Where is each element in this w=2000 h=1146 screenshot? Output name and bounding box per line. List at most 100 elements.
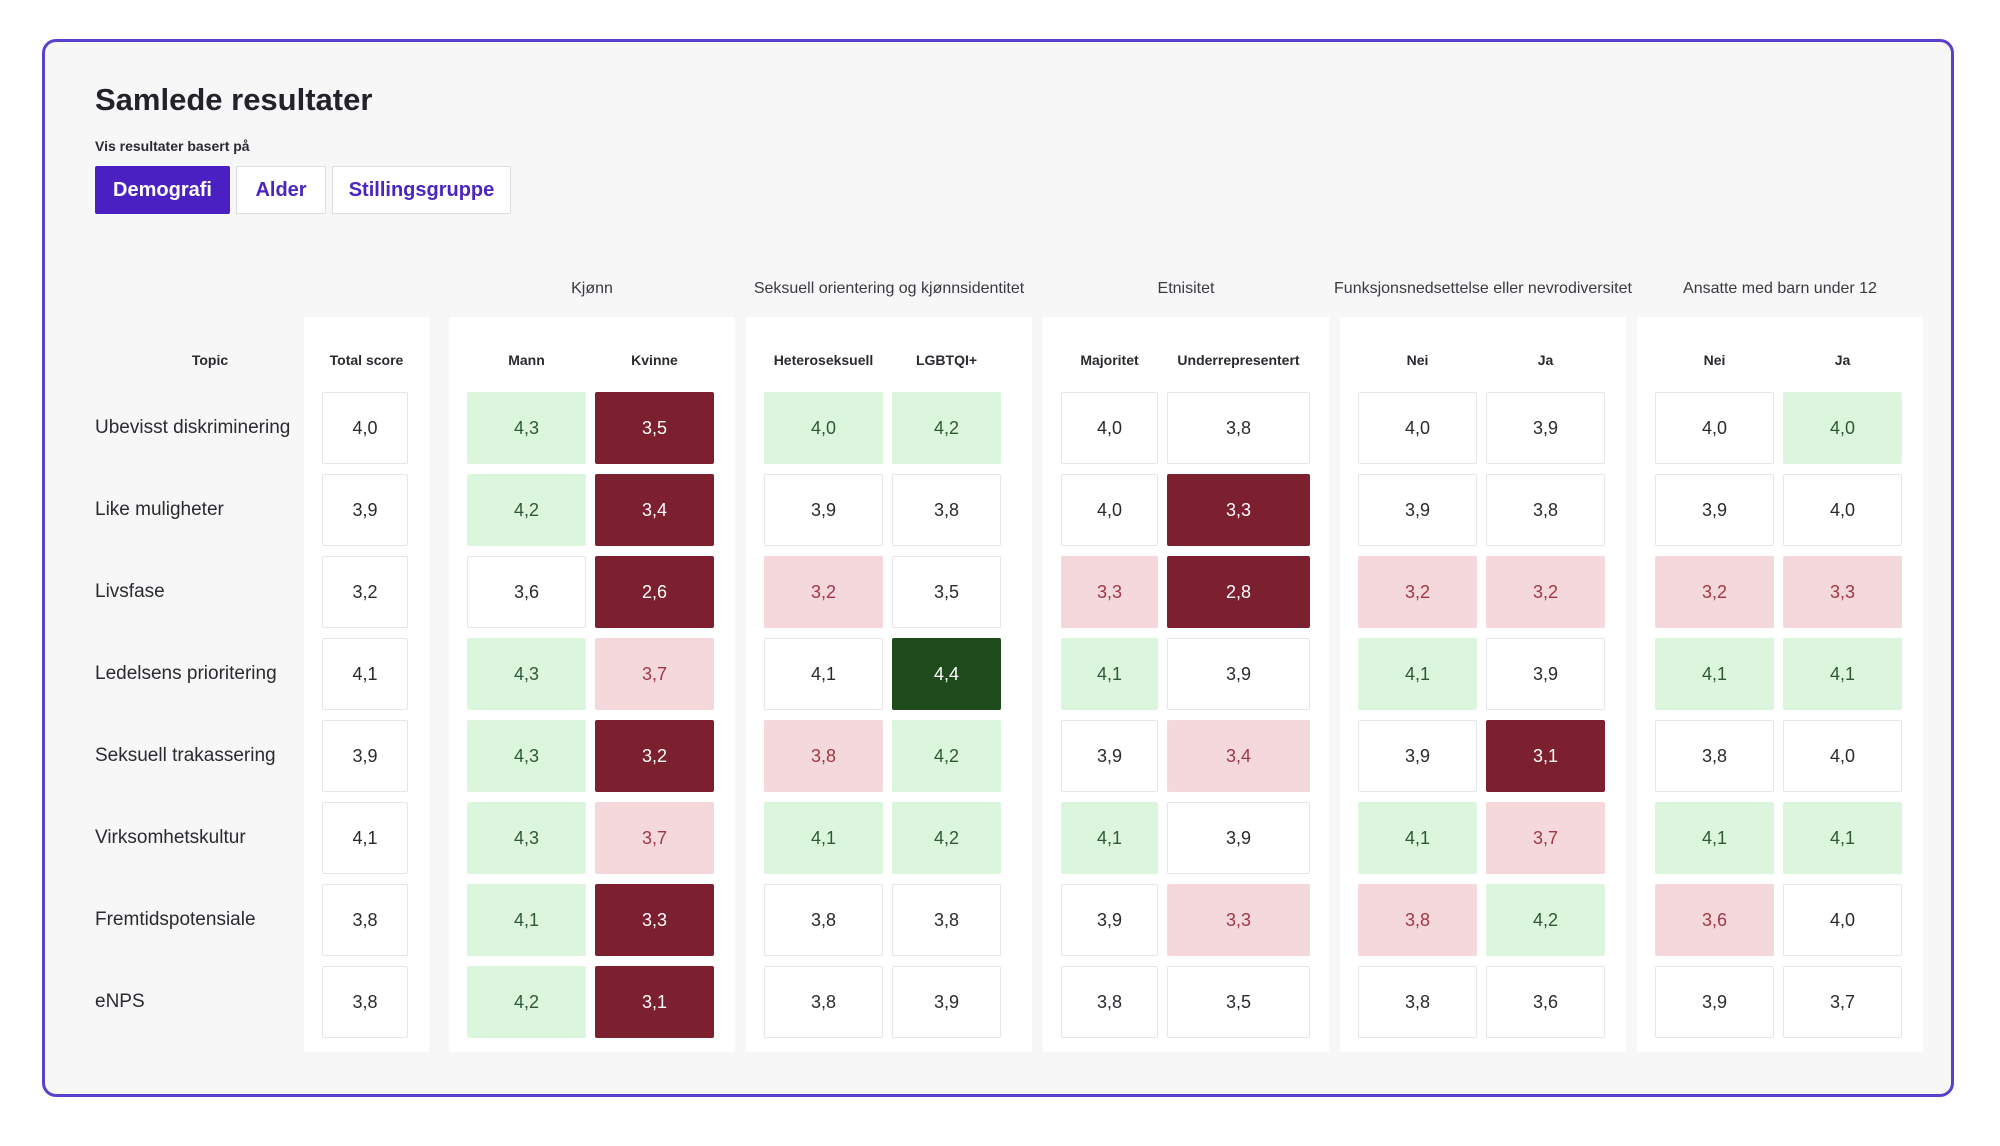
score-cell: 3,1 — [1486, 720, 1605, 792]
score-cell: 3,8 — [892, 884, 1001, 956]
score-cell: 3,3 — [1061, 556, 1158, 628]
score-cell: 3,1 — [595, 966, 714, 1038]
topic-label: Ubevisst diskriminering — [95, 417, 291, 438]
group-title: Etnisitet — [1157, 280, 1215, 297]
column-header: Underrepresentert — [1177, 352, 1300, 368]
score-cell: 4,3 — [467, 802, 586, 874]
total-score-cell: 3,8 — [322, 884, 408, 956]
score-cell: 3,5 — [892, 556, 1001, 628]
score-cell: 3,2 — [764, 556, 883, 628]
score-cell: 4,0 — [1783, 474, 1902, 546]
topic-label: Seksuell trakassering — [95, 745, 276, 766]
score-cell: 4,0 — [1358, 392, 1477, 464]
total-score-header: Total score — [329, 352, 404, 368]
score-cell: 4,4 — [892, 638, 1001, 710]
total-score-cell: 4,0 — [322, 392, 408, 464]
score-cell: 3,8 — [892, 474, 1001, 546]
score-cell: 2,6 — [595, 556, 714, 628]
score-cell: 3,6 — [1655, 884, 1774, 956]
score-cell: 4,3 — [467, 392, 586, 464]
score-cell: 3,9 — [1655, 966, 1774, 1038]
column-header: Kvinne — [631, 352, 678, 368]
score-cell: 3,9 — [1486, 392, 1605, 464]
score-cell: 3,5 — [1167, 966, 1310, 1038]
score-cell: 3,9 — [892, 966, 1001, 1038]
topic-label: Virksomhetskultur — [95, 827, 246, 848]
score-cell: 3,8 — [1358, 966, 1477, 1038]
score-cell: 3,2 — [1655, 556, 1774, 628]
topic-label: Ledelsens prioritering — [95, 663, 277, 684]
total-score-cell: 3,9 — [322, 474, 408, 546]
score-cell: 4,1 — [467, 884, 586, 956]
topic-label: Fremtidspotensiale — [95, 909, 256, 930]
score-cell: 4,1 — [1655, 802, 1774, 874]
score-cell: 4,0 — [1655, 392, 1774, 464]
tab-demografi[interactable]: Demografi — [95, 166, 230, 214]
score-cell: 4,0 — [1061, 474, 1158, 546]
filter-label: Vis resultater basert på — [95, 138, 250, 154]
score-cell: 4,3 — [467, 638, 586, 710]
group-title: Seksuell orientering og kjønnsidentitet — [753, 280, 1025, 297]
score-cell: 3,9 — [1167, 802, 1310, 874]
score-cell: 3,9 — [1486, 638, 1605, 710]
score-cell: 4,2 — [892, 720, 1001, 792]
column-header: Mann — [508, 352, 545, 368]
score-cell: 3,3 — [1167, 884, 1310, 956]
score-cell: 3,9 — [1358, 720, 1477, 792]
score-cell: 3,9 — [1655, 474, 1774, 546]
score-cell: 3,5 — [595, 392, 714, 464]
score-cell: 4,1 — [1783, 802, 1902, 874]
total-score-cell: 3,9 — [322, 720, 408, 792]
total-score-cell: 3,8 — [322, 966, 408, 1038]
score-cell: 3,8 — [1486, 474, 1605, 546]
total-score-cell: 4,1 — [322, 802, 408, 874]
score-cell: 3,9 — [1167, 638, 1310, 710]
score-cell: 3,2 — [1358, 556, 1477, 628]
score-cell: 4,1 — [1358, 802, 1477, 874]
topic-label: eNPS — [95, 991, 145, 1012]
score-cell: 4,2 — [467, 966, 586, 1038]
score-cell: 4,1 — [764, 638, 883, 710]
score-cell: 3,4 — [1167, 720, 1310, 792]
score-cell: 3,4 — [595, 474, 714, 546]
page-title: Samlede resultater — [95, 82, 373, 117]
column-header: Ja — [1537, 352, 1554, 368]
column-header: Nei — [1406, 352, 1429, 368]
topic-label: Livsfase — [95, 581, 165, 602]
score-cell: 4,1 — [1061, 638, 1158, 710]
score-cell: 4,2 — [1486, 884, 1605, 956]
score-cell: 4,2 — [892, 392, 1001, 464]
score-cell: 3,8 — [1167, 392, 1310, 464]
score-cell: 4,3 — [467, 720, 586, 792]
filter-tabs: Demografi Alder Stillingsgruppe — [95, 166, 517, 214]
score-cell: 3,9 — [1061, 720, 1158, 792]
score-cell: 4,1 — [1061, 802, 1158, 874]
results-card: Samlede resultater Vis resultater basert… — [42, 39, 1954, 1097]
score-cell: 3,8 — [1655, 720, 1774, 792]
tab-alder[interactable]: Alder — [236, 166, 326, 214]
score-cell: 4,0 — [1783, 884, 1902, 956]
score-cell: 3,2 — [1486, 556, 1605, 628]
score-cell: 3,3 — [1783, 556, 1902, 628]
score-cell: 3,8 — [764, 884, 883, 956]
score-cell: 3,6 — [467, 556, 586, 628]
column-header: Heteroseksuell — [773, 352, 874, 368]
score-cell: 3,8 — [764, 720, 883, 792]
score-cell: 3,7 — [1486, 802, 1605, 874]
score-cell: 3,8 — [1358, 884, 1477, 956]
score-cell: 4,2 — [467, 474, 586, 546]
score-cell: 3,8 — [764, 966, 883, 1038]
column-header: Ja — [1834, 352, 1851, 368]
score-cell: 4,1 — [764, 802, 883, 874]
score-cell: 3,3 — [595, 884, 714, 956]
score-cell: 4,1 — [1783, 638, 1902, 710]
tab-stillingsgruppe[interactable]: Stillingsgruppe — [332, 166, 511, 214]
score-cell: 3,8 — [1061, 966, 1158, 1038]
score-cell: 3,7 — [595, 802, 714, 874]
group-title: Kjønn — [571, 280, 613, 297]
total-score-cell: 4,1 — [322, 638, 408, 710]
score-cell: 3,3 — [1167, 474, 1310, 546]
score-cell: 3,2 — [595, 720, 714, 792]
score-cell: 4,0 — [764, 392, 883, 464]
total-score-cell: 3,2 — [322, 556, 408, 628]
